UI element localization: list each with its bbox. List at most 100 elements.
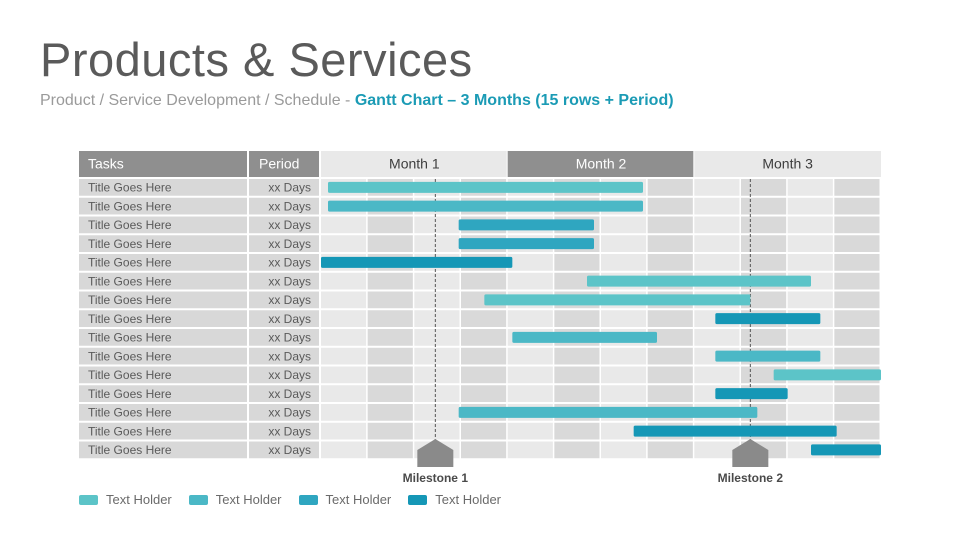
grid-cell — [367, 422, 413, 440]
grid-cell — [694, 366, 740, 384]
grid-cell — [367, 347, 413, 365]
period-cell — [249, 235, 319, 252]
legend-swatch — [408, 494, 428, 505]
grid-cell — [647, 179, 693, 196]
grid-cell — [321, 272, 367, 290]
grid-cell — [601, 216, 647, 234]
grid-cell — [787, 197, 833, 215]
gantt-bar — [715, 388, 788, 400]
grid-cell — [694, 441, 740, 459]
grid-cell — [647, 329, 693, 346]
month-header-cell — [507, 151, 694, 177]
grid-cell — [647, 197, 693, 215]
grid-cell — [461, 366, 507, 384]
grid-cell — [694, 179, 740, 196]
grid-cell — [461, 347, 507, 365]
grid-cell — [367, 310, 413, 327]
period-cell — [249, 216, 319, 234]
tasks-header: Tasks — [88, 156, 124, 172]
grid-cell — [741, 291, 787, 309]
grid-cell — [554, 366, 600, 384]
period-cell — [249, 254, 319, 271]
gantt-bar — [458, 238, 594, 250]
task-label: Title Goes Here — [88, 274, 172, 288]
subtitle-accent: Gantt Chart – 3 Months (15 rows + Period… — [354, 92, 674, 109]
period-cell — [249, 310, 319, 327]
month-header-cell — [694, 151, 881, 177]
period-cell — [249, 197, 319, 215]
task-label: Title Goes Here — [88, 218, 172, 232]
task-cell — [79, 422, 247, 440]
grid-cell — [601, 366, 647, 384]
task-cell — [79, 179, 247, 196]
grid-cell — [461, 385, 507, 402]
task-label: Title Goes Here — [88, 237, 172, 251]
grid-cell — [414, 216, 460, 234]
gantt-bar — [458, 219, 594, 231]
legend-item: Text Holder — [188, 492, 282, 507]
task-cell — [79, 254, 247, 271]
grid-cell — [787, 329, 833, 346]
legend-swatch — [298, 494, 318, 505]
grid-cell — [461, 329, 507, 346]
grid-cell — [834, 254, 880, 271]
task-label: Title Goes Here — [88, 256, 172, 270]
legend-swatch — [188, 494, 208, 505]
grid-cell — [507, 347, 553, 365]
grid-cell — [647, 347, 693, 365]
period-label: xx Days — [268, 387, 311, 401]
grid-cell — [647, 310, 693, 327]
gantt-bar — [328, 200, 643, 212]
page-title: Products & Services — [40, 33, 473, 86]
page-subtitle: Product / Service Development / Schedule… — [40, 92, 674, 110]
grid-cell — [414, 329, 460, 346]
subtitle-prefix: Product / Service Development / Schedule… — [40, 92, 355, 109]
grid-cell — [834, 216, 880, 234]
grid-cell — [507, 272, 553, 290]
grid-cell — [554, 347, 600, 365]
task-label: Title Goes Here — [88, 199, 172, 213]
gantt-bar — [587, 275, 811, 287]
task-cell — [79, 385, 247, 402]
legend-item: Text Holder — [298, 492, 392, 507]
grid-cell — [787, 385, 833, 402]
period-label: xx Days — [268, 406, 311, 420]
gantt-bar — [321, 256, 513, 268]
grid-cell — [834, 291, 880, 309]
task-label: Title Goes Here — [88, 387, 172, 401]
task-label: Title Goes Here — [88, 312, 172, 326]
period-label: xx Days — [268, 349, 311, 363]
grid-cell — [461, 310, 507, 327]
grid-cell — [647, 216, 693, 234]
task-cell — [79, 291, 247, 309]
grid-cell — [694, 254, 740, 271]
grid-cell — [601, 385, 647, 402]
grid-cell — [834, 385, 880, 402]
grid-cell — [834, 272, 880, 290]
grid-cell — [647, 254, 693, 271]
gantt-bar — [328, 181, 643, 193]
legend-label: Text Holder — [325, 492, 392, 507]
grid-cell — [694, 235, 740, 252]
month-header: Month 1 — [389, 156, 440, 172]
legend-item: Text Holder — [408, 492, 501, 507]
task-label: Title Goes Here — [88, 406, 172, 420]
grid-cell — [414, 235, 460, 252]
grid-cell — [507, 310, 553, 327]
period-header: Period — [259, 156, 299, 172]
task-label: Title Goes Here — [88, 293, 172, 307]
task-label: Title Goes Here — [88, 368, 172, 382]
grid-cell — [321, 366, 367, 384]
grid-cell — [461, 422, 507, 440]
milestone-label: Milestone 1 — [403, 471, 469, 485]
period-cell — [249, 272, 319, 290]
grid-cell — [321, 291, 367, 309]
milestone-label: Milestone 2 — [718, 471, 784, 485]
grid-cell — [321, 329, 367, 346]
grid-cell — [694, 197, 740, 215]
grid-cell — [507, 441, 553, 459]
task-label: Title Goes Here — [88, 443, 172, 457]
gantt-bar — [512, 331, 657, 343]
grid-cell — [507, 422, 553, 440]
grid-cell — [554, 254, 600, 271]
